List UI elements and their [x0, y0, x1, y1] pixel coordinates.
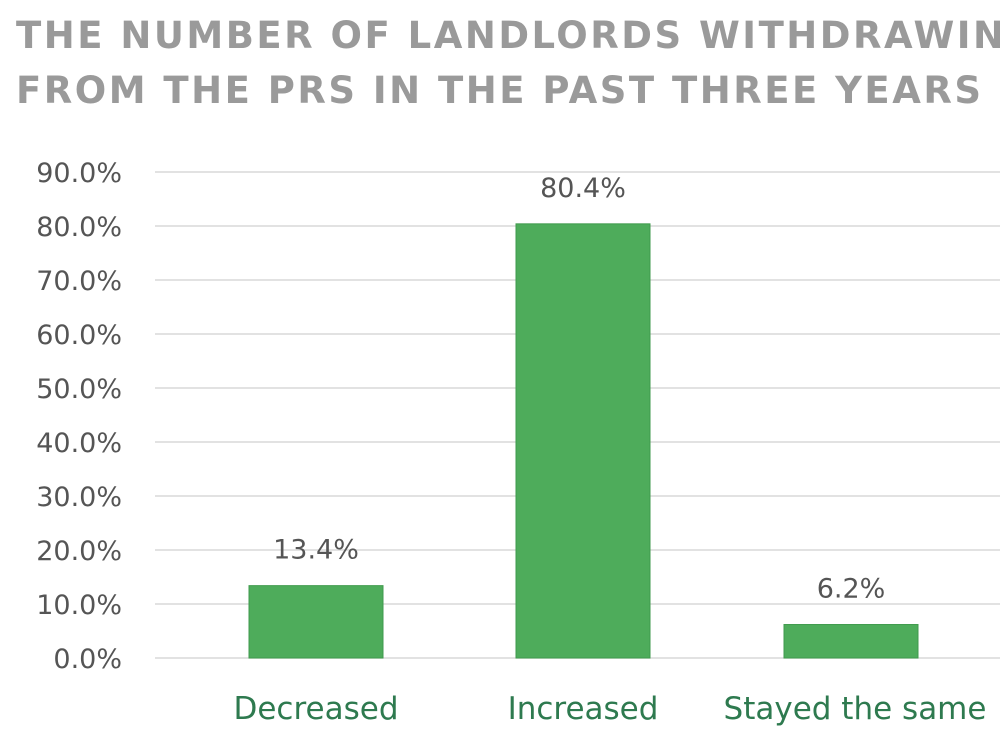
y-tick-label: 0.0% — [53, 644, 122, 675]
category-label: Increased — [508, 691, 659, 727]
bar — [248, 585, 384, 659]
bar — [515, 223, 651, 659]
y-tick-label: 30.0% — [36, 482, 122, 513]
category-label: Stayed the same — [724, 691, 987, 727]
y-tick-label: 70.0% — [36, 266, 122, 297]
y-tick-label: 20.0% — [36, 536, 122, 567]
bar — [783, 624, 919, 659]
data-label: 13.4% — [273, 535, 359, 566]
y-tick-label: 90.0% — [36, 158, 122, 189]
category-label: Decreased — [233, 691, 398, 727]
chart-title: THE NUMBER OF LANDLORDS WITHDRAWING FROM… — [16, 8, 1000, 118]
y-tick-label: 50.0% — [36, 374, 122, 405]
y-tick-label: 60.0% — [36, 320, 122, 351]
y-tick-label: 80.0% — [36, 212, 122, 243]
chart-title-line-1: THE NUMBER OF LANDLORDS WITHDRAWING — [16, 14, 1000, 57]
data-label: 80.4% — [540, 173, 626, 204]
y-tick-label: 10.0% — [36, 590, 122, 621]
data-label: 6.2% — [817, 574, 886, 605]
chart-title-line-2: FROM THE PRS IN THE PAST THREE YEARS — [16, 69, 984, 112]
y-tick-label: 40.0% — [36, 428, 122, 459]
